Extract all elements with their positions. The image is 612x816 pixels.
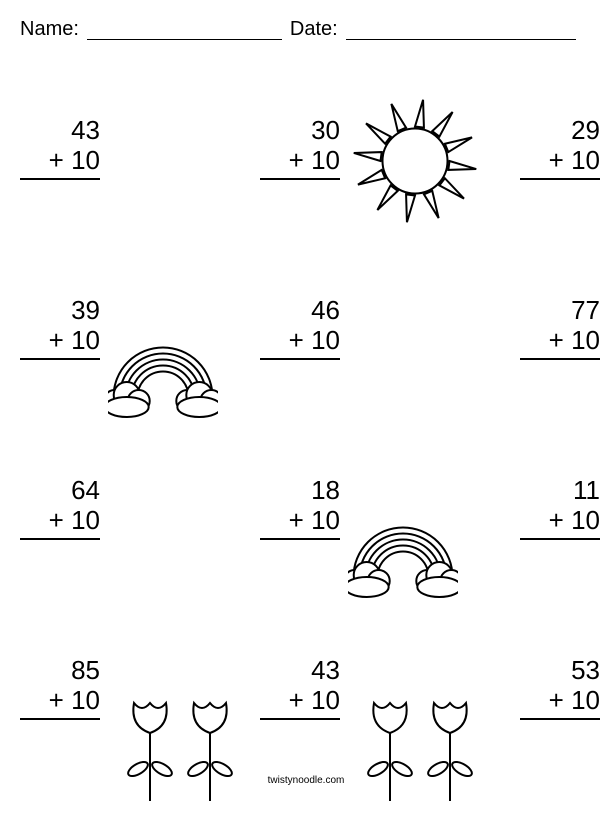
name-input-line[interactable] bbox=[87, 18, 282, 40]
problem-bottom: + 10 bbox=[260, 506, 340, 540]
problem-bottom: + 10 bbox=[20, 506, 100, 540]
worksheet-header: Name: Date: bbox=[0, 0, 612, 41]
footer-credit: twistynoodle.com bbox=[0, 775, 612, 786]
problem-top: 85 bbox=[20, 656, 100, 686]
problem-top: 43 bbox=[260, 656, 340, 686]
problem-top: 18 bbox=[260, 476, 340, 506]
addition-problem: 18+ 10 bbox=[260, 476, 340, 540]
addition-problem: 43+ 10 bbox=[260, 656, 340, 720]
problem-bottom: + 10 bbox=[520, 506, 600, 540]
rainbow-icon bbox=[348, 511, 458, 624]
date-input-line[interactable] bbox=[346, 18, 576, 40]
problem-bottom: + 10 bbox=[520, 326, 600, 360]
problem-top: 46 bbox=[260, 296, 340, 326]
problem-bottom: + 10 bbox=[260, 686, 340, 720]
problem-top: 30 bbox=[260, 116, 340, 146]
addition-problem: 39+ 10 bbox=[20, 296, 100, 360]
problem-top: 11 bbox=[520, 476, 600, 506]
problem-bottom: + 10 bbox=[520, 686, 600, 720]
addition-problem: 77+ 10 bbox=[520, 296, 600, 360]
tulip-icon bbox=[420, 691, 480, 816]
problem-bottom: + 10 bbox=[20, 326, 100, 360]
problem-bottom: + 10 bbox=[20, 146, 100, 180]
problem-top: 39 bbox=[20, 296, 100, 326]
addition-problem: 46+ 10 bbox=[260, 296, 340, 360]
problem-bottom: + 10 bbox=[260, 146, 340, 180]
sun-icon bbox=[350, 96, 480, 231]
problem-top: 77 bbox=[520, 296, 600, 326]
addition-problem: 30+ 10 bbox=[260, 116, 340, 180]
problem-top: 64 bbox=[20, 476, 100, 506]
addition-problem: 29+ 10 bbox=[520, 116, 600, 180]
problem-top: 43 bbox=[20, 116, 100, 146]
addition-problem: 11+ 10 bbox=[520, 476, 600, 540]
tulip-icon bbox=[180, 691, 240, 816]
addition-problem: 53+ 10 bbox=[520, 656, 600, 720]
problem-bottom: + 10 bbox=[260, 326, 340, 360]
rainbow-icon bbox=[108, 331, 218, 444]
date-label: Date: bbox=[290, 18, 338, 41]
problem-bottom: + 10 bbox=[20, 686, 100, 720]
problem-top: 53 bbox=[520, 656, 600, 686]
problem-top: 29 bbox=[520, 116, 600, 146]
name-label: Name: bbox=[20, 18, 79, 41]
addition-problem: 43+ 10 bbox=[20, 116, 100, 180]
addition-problem: 64+ 10 bbox=[20, 476, 100, 540]
addition-problem: 85+ 10 bbox=[20, 656, 100, 720]
tulip-icon bbox=[120, 691, 180, 816]
problem-bottom: + 10 bbox=[520, 146, 600, 180]
tulip-icon bbox=[360, 691, 420, 816]
